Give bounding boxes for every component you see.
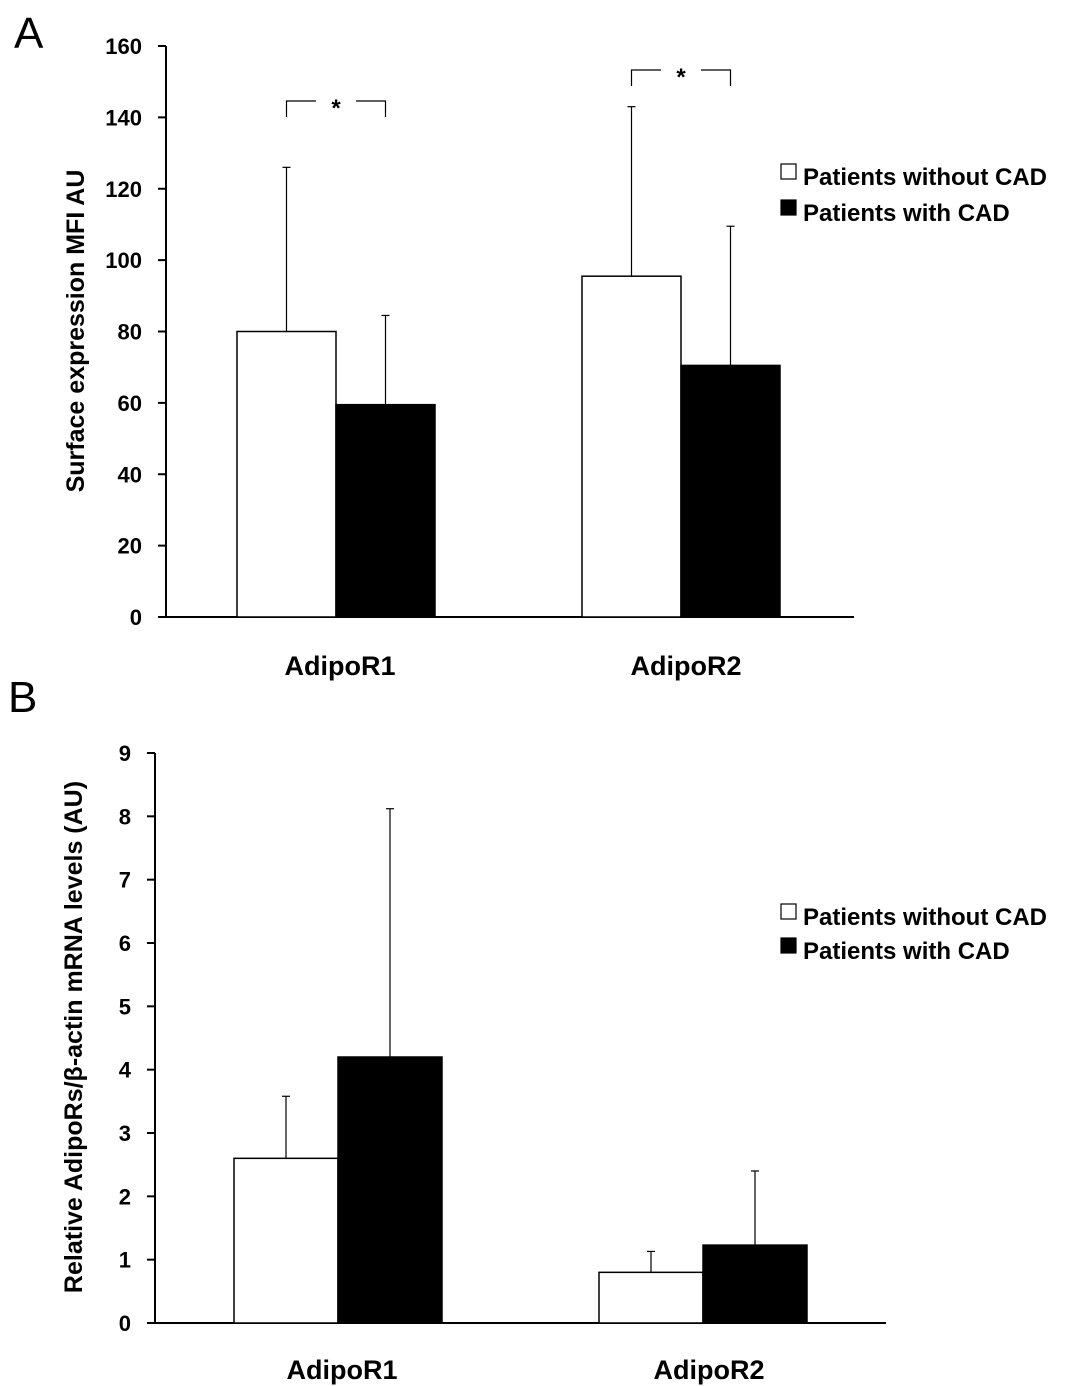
panel-b-legend-label-without-cad: Patients without CAD — [803, 904, 1047, 931]
panel-b-y-tick-label: 2 — [119, 1184, 131, 1209]
panel-a-category-label-adipor1: AdipoR1 — [285, 651, 396, 681]
panel-a-y-tick-label: 80 — [118, 320, 142, 345]
panel-a-y-tick-label: 140 — [105, 105, 142, 130]
panel-a-significance-bracket — [630, 69, 732, 86]
panel-b-y-axis-title: Relative AdipoRs/β-actin mRNA levels (AU… — [60, 781, 88, 1293]
panel-b-y-tick-label: 4 — [119, 1058, 132, 1083]
panel-a-y-tick-label: 40 — [118, 462, 142, 487]
panel-a-category-label-adipor2: AdipoR2 — [631, 651, 742, 681]
panel-b-legend-swatch-without-cad — [780, 903, 797, 920]
panel-a-significance-marker: * — [331, 95, 341, 122]
panel-a-chart: A Surface expression MFI AU 0 20 40 60 80 100… — [14, 9, 1047, 681]
panel-a-bar-without-cad-adipor2 — [581, 275, 682, 618]
panel-a-y-tick-label: 160 — [105, 34, 142, 59]
panel-a-label: A — [14, 9, 44, 58]
panel-a-significance-marker: * — [676, 64, 686, 91]
panel-b-y-tick-label: 7 — [119, 868, 131, 893]
panel-b-category-label-adipor2: AdipoR2 — [654, 1355, 765, 1385]
panel-a-y-tick-label: 120 — [105, 177, 142, 202]
panel-b-y-tick-label: 9 — [119, 741, 131, 766]
panel-b-chart: B Relative AdipoRs/β-actin mRNA levels (… — [8, 673, 1047, 1385]
panel-a-y-tick-label: 20 — [118, 534, 142, 559]
panel-b-label: B — [8, 673, 37, 722]
panel-a-bar-with-cad-adipor1 — [335, 403, 436, 618]
panel-a-y-tick-label: 0 — [130, 605, 142, 630]
panel-b-legend-label-with-cad: Patients with CAD — [803, 938, 1010, 965]
panel-b-bar-without-cad-adipor2 — [598, 1271, 704, 1324]
panel-a-y-tick-label: 100 — [105, 248, 142, 273]
panel-b-y-tick-label: 3 — [119, 1121, 131, 1146]
panel-b-y-tick-label: 5 — [119, 994, 131, 1019]
panel-a-y-axis-title: Surface expression MFI AU — [62, 170, 90, 493]
panel-a-legend-swatch-with-cad — [780, 199, 797, 216]
panel-a-bar-without-cad-adipor1 — [236, 330, 337, 618]
panel-a-bar-with-cad-adipor2 — [680, 364, 781, 618]
panel-a-significance-bracket — [285, 100, 387, 117]
panel-b-y-tick-label: 6 — [119, 931, 131, 956]
panel-b-y-tick-label: 1 — [119, 1248, 131, 1273]
panel-b-bar-with-cad-adipor2 — [702, 1244, 808, 1324]
panel-b-y-tick-label: 8 — [119, 804, 131, 829]
panel-b-bar-with-cad-adipor1 — [337, 1056, 443, 1324]
panel-a-legend-label-without-cad: Patients without CAD — [803, 164, 1047, 191]
panel-b-category-label-adipor1: AdipoR1 — [287, 1355, 398, 1385]
panel-a-legend-label-with-cad: Patients with CAD — [803, 200, 1010, 227]
panel-b-y-tick-label: 0 — [119, 1311, 131, 1336]
panel-b-legend-swatch-with-cad — [780, 937, 797, 954]
panel-a-y-tick-label: 60 — [118, 391, 142, 416]
panel-a-legend-swatch-without-cad — [780, 163, 797, 180]
panel-b-bar-without-cad-adipor1 — [233, 1157, 339, 1324]
